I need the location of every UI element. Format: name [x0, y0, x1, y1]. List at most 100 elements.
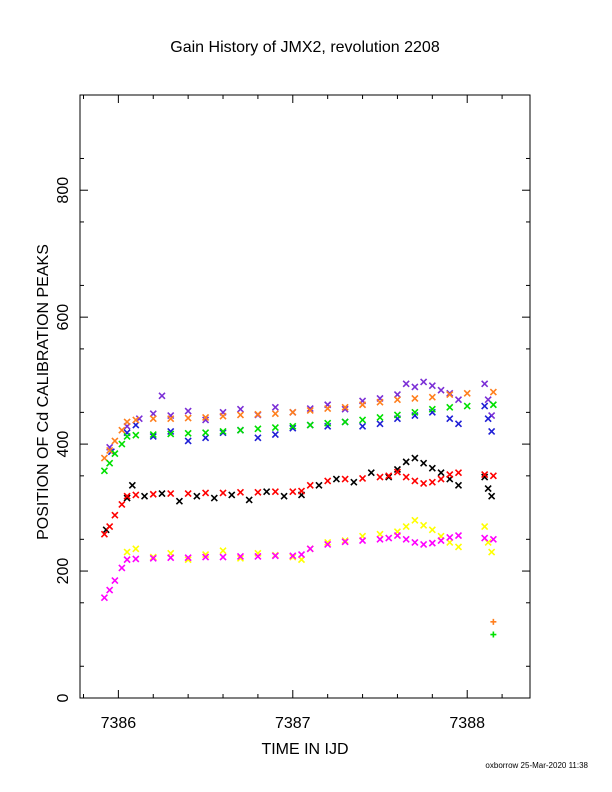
data-point — [385, 534, 393, 542]
series-2 — [102, 454, 496, 534]
data-point — [263, 488, 271, 496]
data-point — [437, 386, 445, 394]
data-point — [484, 415, 492, 423]
data-point — [428, 478, 436, 486]
data-point — [236, 411, 245, 419]
data-point — [111, 450, 119, 458]
data-point — [428, 464, 436, 472]
series-6 — [100, 468, 497, 538]
data-point — [289, 424, 297, 432]
data-point — [324, 404, 332, 413]
data-point — [402, 535, 410, 543]
data-point — [228, 491, 236, 499]
data-point — [100, 530, 108, 538]
data-point — [454, 481, 463, 489]
data-point — [402, 473, 410, 481]
data-point — [219, 547, 227, 555]
data-point — [202, 553, 210, 561]
data-point — [488, 427, 496, 435]
data-point — [100, 594, 108, 602]
x-axis-title: TIME IN IJD — [261, 741, 348, 758]
data-point — [123, 418, 131, 426]
data-point — [306, 545, 314, 553]
data-point — [306, 481, 314, 489]
data-point — [376, 420, 384, 428]
y-tick-label: 0 — [55, 693, 72, 702]
x-tick-label: 7387 — [275, 715, 311, 732]
data-point — [454, 469, 463, 477]
data-point — [132, 555, 140, 563]
data-point — [411, 383, 419, 391]
y-tick-label: 600 — [55, 304, 72, 331]
data-point — [306, 406, 314, 415]
data-point — [437, 537, 445, 545]
data-point — [202, 413, 210, 422]
data-point — [481, 380, 489, 388]
data-point — [167, 490, 175, 498]
data-point — [289, 488, 297, 496]
data-point — [358, 474, 367, 482]
data-point — [324, 538, 332, 547]
series-1 — [107, 402, 496, 456]
data-point — [118, 426, 126, 434]
data-point — [446, 391, 454, 399]
data-point — [341, 403, 349, 411]
data-point — [484, 396, 492, 404]
data-point — [463, 402, 471, 410]
data-point — [132, 545, 140, 553]
data-point — [411, 477, 419, 485]
data-point — [428, 405, 436, 413]
data-point — [132, 431, 140, 439]
data-point — [184, 490, 192, 498]
y-tick-label: 400 — [55, 431, 72, 458]
data-point — [393, 531, 402, 540]
data-point — [367, 469, 375, 477]
data-point — [306, 421, 314, 429]
footer-credit: oxborrow 25-Mar-2020 11:38 — [485, 761, 588, 770]
data-point — [149, 432, 157, 441]
data-point — [219, 429, 227, 437]
data-point — [358, 422, 367, 430]
data-point — [324, 477, 332, 485]
data-point — [140, 492, 149, 500]
data-point — [428, 526, 436, 534]
data-point — [271, 431, 279, 439]
data-point — [149, 415, 157, 423]
data-point — [420, 479, 428, 488]
data-point — [489, 472, 497, 480]
data-point — [341, 418, 349, 426]
data-point — [428, 382, 436, 390]
data-point — [358, 401, 367, 409]
data-point — [184, 429, 192, 437]
data-point — [167, 430, 175, 438]
data-point — [489, 535, 497, 543]
data-point — [332, 475, 340, 483]
data-point — [280, 492, 288, 500]
data-point — [254, 434, 262, 442]
data-point — [420, 540, 428, 548]
y-axis-title: POSITION OF Cd CALIBRATION PEAKS — [35, 244, 52, 540]
data-point — [428, 393, 436, 401]
data-point — [446, 533, 454, 541]
data-point — [111, 511, 119, 519]
plot-frame — [79, 94, 531, 699]
data-point — [411, 408, 419, 416]
data-point — [118, 440, 126, 448]
data-point — [128, 481, 136, 489]
data-point — [167, 427, 175, 435]
data-point — [236, 552, 245, 561]
data-point — [341, 405, 349, 413]
data-point — [488, 548, 496, 556]
data-point — [254, 552, 262, 561]
data-point — [123, 556, 131, 564]
data-point — [236, 554, 245, 562]
series-4 — [100, 388, 497, 462]
data-point — [106, 586, 114, 594]
data-point — [219, 489, 227, 497]
data-point — [488, 492, 496, 500]
data-point — [167, 415, 175, 423]
data-point — [193, 492, 201, 500]
data-point — [210, 494, 218, 502]
series-layer — [100, 378, 497, 638]
